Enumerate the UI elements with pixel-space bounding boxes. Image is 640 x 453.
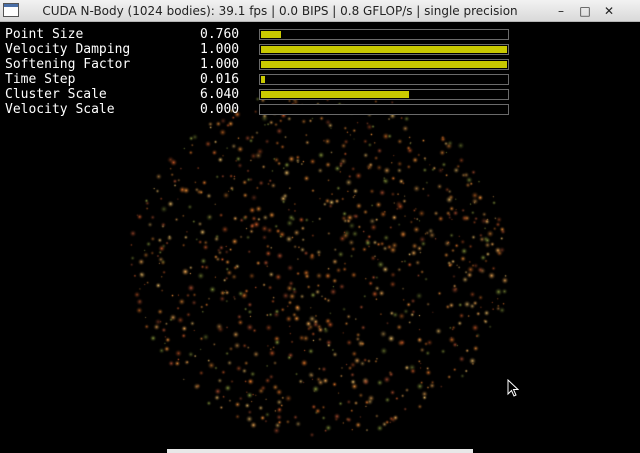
- slider-fill: [261, 46, 507, 53]
- window-bottom-edge: [167, 449, 473, 453]
- velocity-damping-slider[interactable]: [259, 44, 509, 55]
- slider-fill: [261, 61, 507, 68]
- param-label: Point Size: [5, 27, 84, 42]
- window-title: CUDA N-Body (1024 bodies): 39.1 fps | 0.…: [42, 4, 518, 18]
- close-icon: ✕: [603, 4, 615, 18]
- slider-fill: [261, 76, 265, 83]
- window-titlebar[interactable]: CUDA N-Body (1024 bodies): 39.1 fps | 0.…: [0, 0, 640, 22]
- velocity-scale-slider[interactable]: [259, 104, 509, 115]
- mouse-pointer-icon: [507, 379, 519, 397]
- point-size-slider[interactable]: [259, 29, 509, 40]
- param-value: 1.000: [200, 42, 240, 57]
- cluster-scale-slider[interactable]: [259, 89, 509, 100]
- softening-factor-slider[interactable]: [259, 59, 509, 70]
- slider-fill: [261, 31, 281, 38]
- param-label: Time Step: [5, 72, 76, 87]
- close-button[interactable]: ✕: [600, 2, 618, 20]
- param-value: 6.040: [200, 87, 240, 102]
- param-label: Softening Factor: [5, 57, 131, 72]
- param-label: Cluster Scale: [5, 87, 107, 102]
- time-step-slider[interactable]: [259, 74, 509, 85]
- slider-fill: [261, 91, 409, 98]
- simulation-viewport[interactable]: Point Size 0.760 Velocity Damping 1.000 …: [0, 22, 640, 453]
- window-app-icon[interactable]: [3, 3, 19, 17]
- param-value: 0.760: [200, 27, 240, 42]
- restore-button[interactable]: □: [576, 2, 594, 20]
- param-label: Velocity Damping: [5, 42, 131, 57]
- param-value: 0.016: [200, 72, 240, 87]
- minimize-icon: –: [558, 4, 564, 18]
- param-label: Velocity Scale: [5, 102, 115, 117]
- param-value: 1.000: [200, 57, 240, 72]
- param-value: 0.000: [200, 102, 240, 117]
- maximize-icon: □: [579, 4, 591, 18]
- minimize-button[interactable]: –: [552, 2, 570, 20]
